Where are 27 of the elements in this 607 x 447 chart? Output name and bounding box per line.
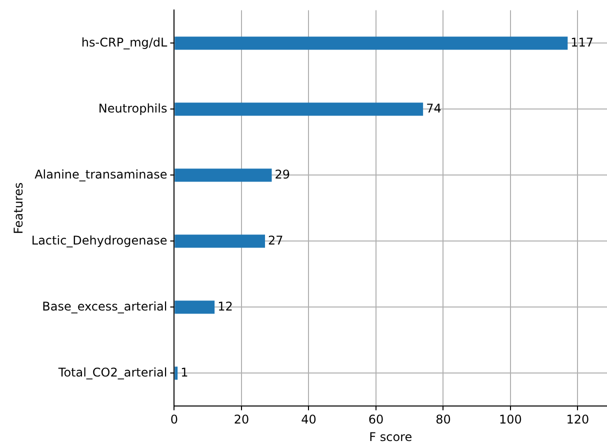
x-tick-label: 120 xyxy=(566,412,590,427)
bar xyxy=(174,300,215,314)
x-tick-label: 100 xyxy=(499,412,522,427)
y-tick-label: Base_excess_arterial xyxy=(42,299,168,314)
bar xyxy=(174,102,424,116)
x-tick-label: 20 xyxy=(234,412,250,427)
y-tick-label: Total_CO2_arterial xyxy=(57,365,168,380)
y-axis-title: Features xyxy=(11,182,26,234)
x-tick-label: 80 xyxy=(436,412,451,427)
bar xyxy=(174,366,178,380)
y-tick-label: Lactic_Dehydrogenase xyxy=(31,233,168,248)
data-label: 117 xyxy=(570,35,594,50)
x-tick-label: 60 xyxy=(368,412,384,427)
bar xyxy=(174,168,272,182)
data-label: 1 xyxy=(180,365,188,380)
data-label: 29 xyxy=(274,167,290,182)
y-tick-label: hs-CRP_mg/dL xyxy=(81,35,168,50)
y-tick-label: Neutrophils xyxy=(98,101,168,116)
data-label: 27 xyxy=(268,233,284,248)
y-tick-label: Alanine_transaminase xyxy=(34,167,168,182)
data-label: 74 xyxy=(426,101,442,116)
bar xyxy=(174,36,568,50)
bar xyxy=(174,234,266,248)
x-axis-title: F score xyxy=(369,430,412,444)
x-tick-label: 0 xyxy=(170,412,178,427)
data-label: 12 xyxy=(218,299,233,314)
x-tick-label: 40 xyxy=(301,412,316,427)
